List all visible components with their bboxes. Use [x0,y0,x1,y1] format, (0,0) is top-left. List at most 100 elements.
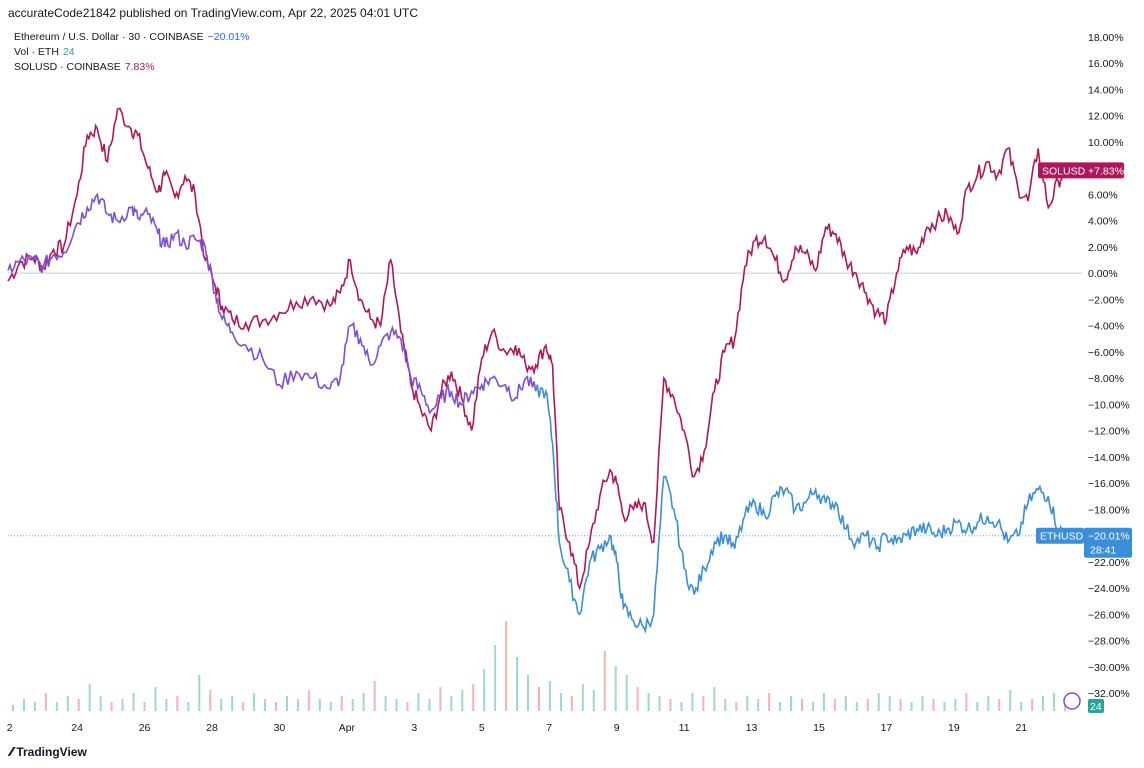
vol-badge [1088,699,1104,713]
volume-bar [757,699,760,711]
volume-bar [899,699,902,711]
volume-bar [318,699,321,711]
sol-line [7,107,1066,591]
volume-bar [1031,699,1034,711]
x-tick-label: 5 [479,722,485,734]
volume-bar [198,675,201,711]
eth-badge [1036,527,1084,544]
volume-bar [866,699,869,711]
y-tick-label: 4.00% [1088,216,1118,228]
volume-bar [472,684,475,711]
volume-bar [527,675,530,711]
chart-legend: Ethereum / U.S. Dollar · 30 · COINBASE −2… [14,30,249,75]
y-tick-label: 18.00% [1088,32,1124,44]
x-axis: 2 24 26 28 30 Apr 3 5 7 9 11 13 15 17 19 21 [7,722,1028,734]
volume-bar [647,693,650,711]
volume-bar [636,687,639,711]
volume-bar [242,702,245,711]
volume-bar [724,699,727,711]
y-tick-label: −22.00% [1088,557,1130,569]
y-tick-label: 10.00% [1088,137,1124,149]
volume-bar [483,669,486,711]
volume-bar [494,645,497,711]
y-tick-label: −4.00% [1088,321,1124,333]
x-tick-label: 21 [1015,722,1027,734]
volume-bar [559,693,562,711]
legend-eth-row[interactable]: Ethereum / U.S. Dollar · 30 · COINBASE −2… [14,30,249,45]
volume-bar [680,702,683,711]
volume-bar [384,696,387,711]
price-badges: SOLUSD +7.83% ETHUSD −20.01% 28:41 24 [1036,162,1132,713]
legend-vol-row[interactable]: Vol · ETH 24 [14,45,249,60]
x-tick-label: 24 [71,722,83,734]
volume-bar [844,696,847,711]
volume-bar [55,702,58,711]
volume-bar [855,702,858,711]
volume-bar [132,693,135,711]
y-tick-label: 16.00% [1088,58,1124,70]
volume-bar [548,681,551,711]
volume-bar [592,690,595,711]
volume-bar [285,696,288,711]
x-tick-label: Apr [339,722,356,734]
volume-bar [943,702,946,711]
volume-bar [505,621,508,711]
volume-bar [307,690,310,711]
x-tick-label: 11 [679,722,690,734]
volume-bar [329,702,332,711]
volume-bar [581,684,584,711]
eth-value-badge [1084,527,1132,558]
y-tick-label: −18.00% [1088,504,1130,516]
volume-bar [691,693,694,711]
legend-eth-label: Ethereum / U.S. Dollar · 30 · COINBASE [14,31,204,43]
volume-bar [406,702,409,711]
x-tick-label: 3 [411,722,417,734]
volume-bar [965,693,968,711]
tradingview-logo-icon: ⁄⁄ [10,744,14,759]
x-tick-label: 30 [274,722,286,734]
volume-bar [932,699,935,711]
volume-bar [910,702,913,711]
volume-bar [176,696,179,711]
volume-bar [253,693,256,711]
y-tick-label: −30.00% [1088,662,1130,674]
legend-sol-label: SOLUSD · COINBASE [14,61,121,73]
volume-bar [735,702,738,711]
volume-bar [340,696,343,711]
volume-bar [154,687,157,711]
x-tick-label: 9 [614,722,620,734]
volume-bar [625,675,628,711]
publisher-header: accurateCode21842 published on TradingVi… [8,6,419,20]
y-tick-label: −26.00% [1088,609,1130,621]
lightning-icon [1063,692,1081,710]
x-tick-label: 2 [7,722,13,734]
x-tick-label: 17 [881,722,893,734]
series-lines [7,107,1066,634]
eth-badge-name: ETHUSD [1040,531,1084,543]
footer-brand: TradingView [16,744,87,759]
volume-bar [1053,693,1056,711]
volume-bar [209,690,212,711]
y-tick-label: −8.00% [1088,373,1124,385]
volume-bar [143,702,146,711]
y-tick-label: −28.00% [1088,636,1130,648]
x-tick-label: 28 [206,722,218,734]
volume-bar [702,696,705,711]
y-tick-label: −16.00% [1088,478,1130,490]
y-tick-label: −14.00% [1088,452,1130,464]
y-tick-label: 14.00% [1088,84,1124,96]
volume-bar [373,681,376,711]
volume-bar [877,693,880,711]
volume-bar [976,702,979,711]
volume-bar [12,705,14,711]
tradingview-footer[interactable]: ⁄⁄ TradingView [10,744,87,759]
volume-bar [538,687,540,711]
x-tick-label: 15 [813,722,825,734]
volume-bar [779,702,782,711]
volume-bar [603,651,606,711]
volume-bar [998,699,1001,711]
volume-bar [768,693,771,711]
legend-sol-row[interactable]: SOLUSD · COINBASE 7.83% [14,60,249,75]
volume-bar [1009,690,1012,711]
